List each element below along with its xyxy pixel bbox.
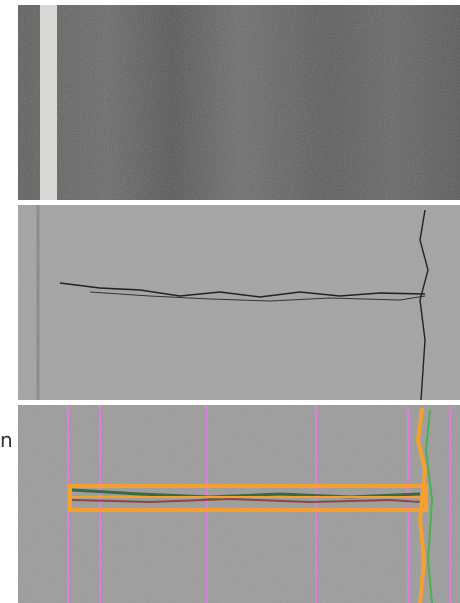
panel-top xyxy=(18,5,460,200)
panel-middle xyxy=(18,205,460,401)
panel-bottom xyxy=(18,405,460,603)
margin-letter: n xyxy=(0,428,13,452)
